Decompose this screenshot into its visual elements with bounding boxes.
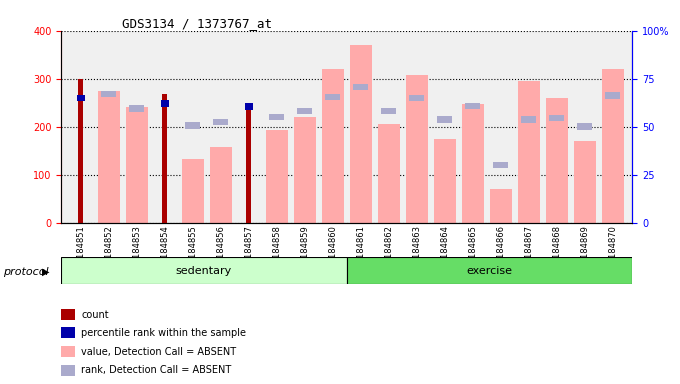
Bar [490, 189, 511, 223]
Bar [465, 103, 480, 109]
Bar [186, 122, 200, 129]
Bar [354, 84, 368, 90]
Bar [546, 98, 568, 223]
Bar [61, 328, 75, 338]
Bar [182, 159, 203, 223]
Bar [434, 139, 456, 223]
Bar [605, 92, 620, 99]
Bar [462, 104, 483, 223]
Bar [350, 45, 371, 223]
Bar [77, 94, 85, 101]
Text: GDS3134 / 1373767_at: GDS3134 / 1373767_at [122, 17, 273, 30]
Bar [518, 81, 539, 223]
Text: count: count [81, 310, 109, 320]
Bar [577, 123, 592, 130]
Bar [161, 100, 169, 107]
Bar [61, 309, 75, 320]
Bar [294, 117, 316, 223]
Bar [61, 364, 75, 376]
Bar [266, 130, 288, 223]
Bar [494, 162, 508, 169]
Text: sedentary: sedentary [176, 266, 232, 276]
Bar [378, 124, 400, 223]
Bar [246, 107, 252, 223]
Bar [78, 79, 84, 223]
Bar [549, 115, 564, 121]
Text: rank, Detection Call = ABSENT: rank, Detection Call = ABSENT [81, 366, 231, 376]
Bar [437, 116, 452, 123]
Text: protocol: protocol [3, 267, 49, 277]
Bar [61, 346, 75, 357]
FancyBboxPatch shape [61, 257, 347, 284]
Bar [162, 94, 167, 223]
Bar [326, 94, 340, 100]
Bar [214, 119, 228, 125]
Text: percentile rank within the sample: percentile rank within the sample [81, 328, 246, 338]
Bar [381, 108, 396, 114]
Bar [409, 94, 424, 101]
FancyBboxPatch shape [347, 257, 632, 284]
Bar [126, 107, 148, 223]
Bar [98, 91, 120, 223]
Bar [129, 105, 144, 112]
Bar [322, 69, 343, 223]
Bar [210, 147, 232, 223]
Bar [522, 116, 536, 123]
Bar [245, 103, 253, 110]
Bar [574, 141, 596, 223]
Bar [297, 108, 312, 114]
Text: exercise: exercise [466, 266, 513, 276]
Bar [269, 114, 284, 121]
Text: ▶: ▶ [42, 267, 50, 277]
Bar [602, 69, 624, 223]
Bar [101, 91, 116, 98]
Text: value, Detection Call = ABSENT: value, Detection Call = ABSENT [81, 347, 237, 357]
Bar [406, 75, 428, 223]
